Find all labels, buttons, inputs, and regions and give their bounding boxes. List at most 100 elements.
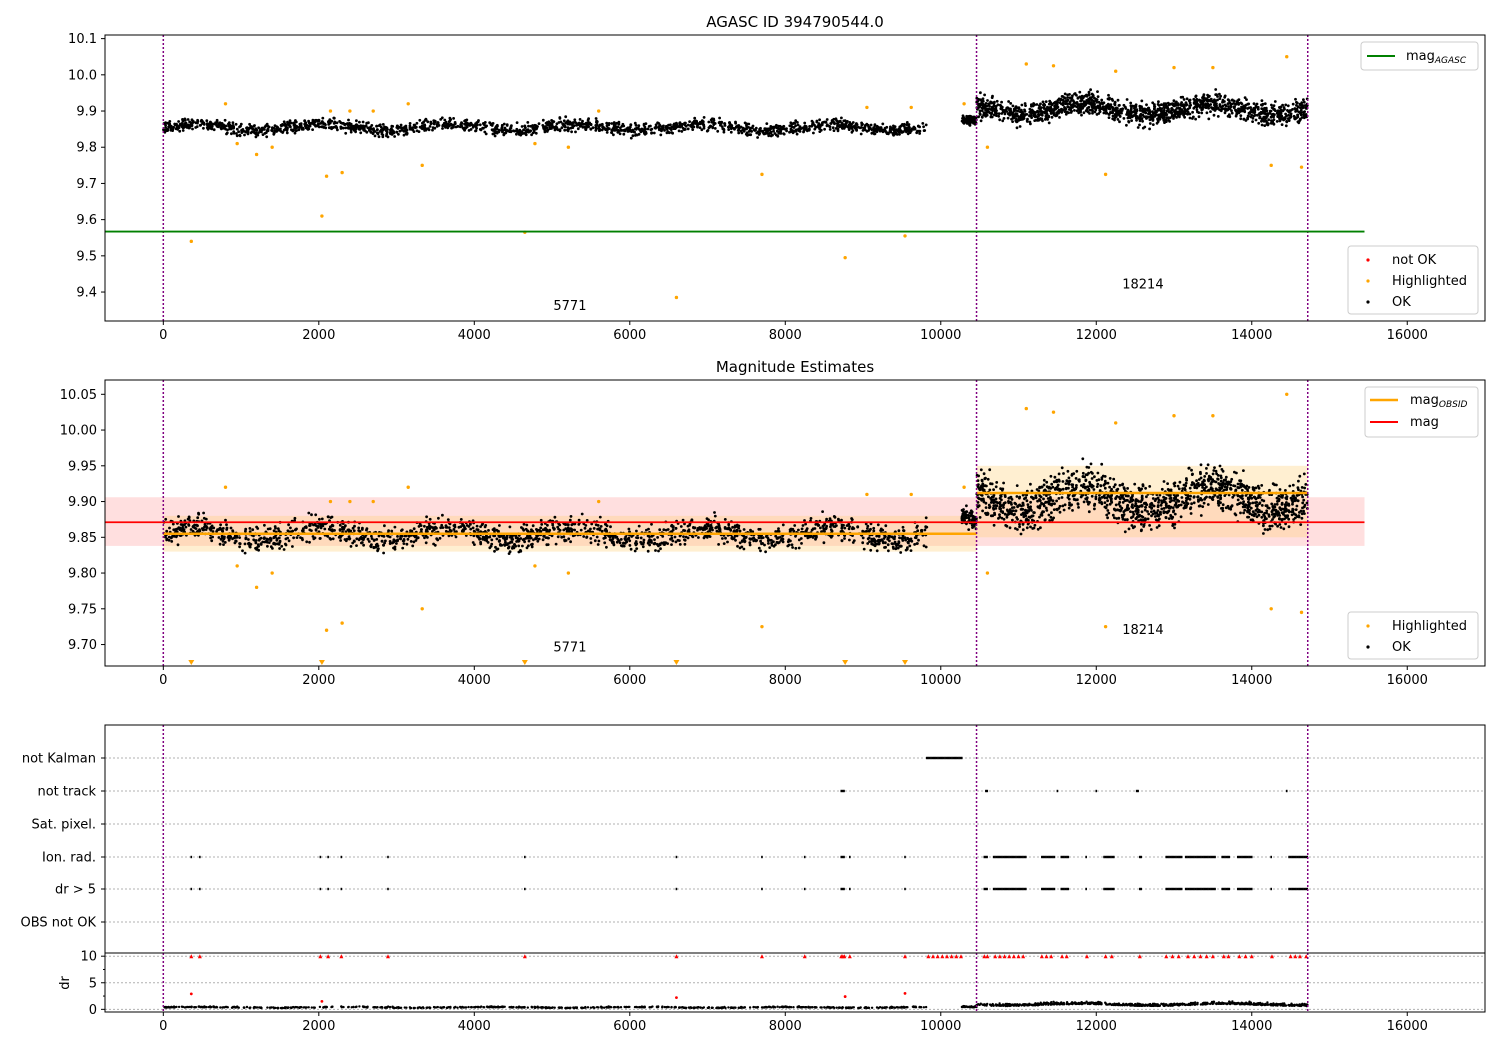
ok-point (521, 527, 525, 531)
ok-point (729, 127, 733, 130)
ok-point (202, 528, 206, 532)
ok-point (1195, 105, 1199, 109)
ok-point (447, 534, 451, 538)
ok-point (1050, 108, 1053, 112)
ok-point (670, 543, 673, 546)
ok-point (319, 526, 323, 530)
ok-point (1095, 100, 1099, 104)
ok-point (202, 126, 205, 130)
ok-point (666, 542, 669, 545)
ok-point (1011, 104, 1015, 108)
ok-point (1186, 112, 1189, 116)
ok-point (202, 511, 206, 515)
ok-point (861, 536, 865, 540)
ok-point (1142, 115, 1146, 118)
ok-point (652, 542, 656, 546)
ok-point (992, 108, 996, 111)
ok-point (491, 132, 495, 136)
ok-point (633, 121, 637, 125)
ok-point (1242, 104, 1246, 108)
ok-point (707, 524, 710, 528)
ok-point (761, 129, 765, 133)
ok-point (1041, 119, 1044, 123)
ok-point (698, 126, 702, 129)
ok-point (367, 540, 371, 543)
ok-point (465, 125, 469, 129)
ok-point (1164, 102, 1168, 105)
ok-point (251, 127, 255, 131)
ok-point (609, 534, 613, 538)
ok-point (176, 127, 180, 131)
ok-point (1172, 99, 1176, 103)
ok-point (1155, 121, 1159, 125)
ok-point (731, 525, 734, 529)
ok-point (1284, 103, 1288, 107)
ok-point (1270, 103, 1273, 107)
ok-point (1153, 105, 1157, 108)
ok-point (562, 535, 566, 539)
ok-point (1045, 112, 1049, 116)
ok-point (478, 123, 482, 127)
highlighted-point (189, 239, 193, 244)
ok-point (764, 550, 767, 554)
ok-point (502, 534, 506, 538)
ok-point (873, 544, 877, 548)
ok-point (1087, 93, 1091, 97)
ok-point (1018, 125, 1022, 128)
ok-point (447, 526, 451, 529)
ok-point (1299, 108, 1303, 112)
ok-point (639, 130, 643, 134)
ok-point (756, 136, 759, 139)
ok-point (349, 130, 353, 134)
ok-point (1293, 107, 1297, 110)
ok-point (439, 526, 443, 530)
ok-point (1294, 116, 1297, 119)
ok-point (526, 530, 530, 533)
ok-point (1162, 116, 1166, 119)
ok-point (1147, 106, 1150, 110)
ok-point (855, 123, 859, 126)
ok-point (195, 125, 199, 129)
ok-point (223, 541, 227, 544)
ok-point (644, 132, 648, 135)
ok-point (903, 536, 907, 540)
ok-point (253, 124, 256, 127)
ok-point (532, 124, 535, 128)
ok-point (1009, 107, 1012, 111)
ok-point (1046, 118, 1049, 121)
ok-point (1049, 105, 1053, 109)
ok-point (622, 544, 626, 548)
ok-point (628, 128, 632, 132)
ok-point (673, 535, 677, 539)
ok-point (922, 125, 925, 129)
agasc-panel-points (162, 55, 1309, 300)
ok-point (266, 124, 270, 128)
ok-point (496, 124, 499, 128)
ok-point (1147, 112, 1150, 116)
ok-point (790, 122, 794, 126)
ok-point (181, 129, 185, 132)
ok-point (1301, 106, 1304, 110)
ok-point (1254, 118, 1258, 122)
ok-point (311, 128, 314, 132)
ok-point (642, 124, 646, 127)
ok-point (747, 133, 751, 137)
ok-point (1141, 119, 1144, 123)
ok-point (693, 116, 697, 120)
ok-point (448, 528, 452, 532)
ok-point (863, 125, 867, 128)
ok-point (360, 528, 364, 531)
ok-point (654, 123, 658, 127)
ok-point (837, 517, 840, 521)
ok-point (631, 134, 635, 138)
ok-point (1148, 122, 1152, 125)
ok-point (1299, 106, 1302, 110)
x-tick-label: 14000 (1231, 328, 1272, 343)
ok-point (1168, 110, 1172, 114)
ok-point (1300, 101, 1304, 105)
ok-point (383, 524, 386, 528)
ok-point (547, 536, 550, 540)
ok-point (869, 527, 872, 531)
ok-point (1160, 103, 1163, 106)
ok-point (612, 126, 616, 130)
